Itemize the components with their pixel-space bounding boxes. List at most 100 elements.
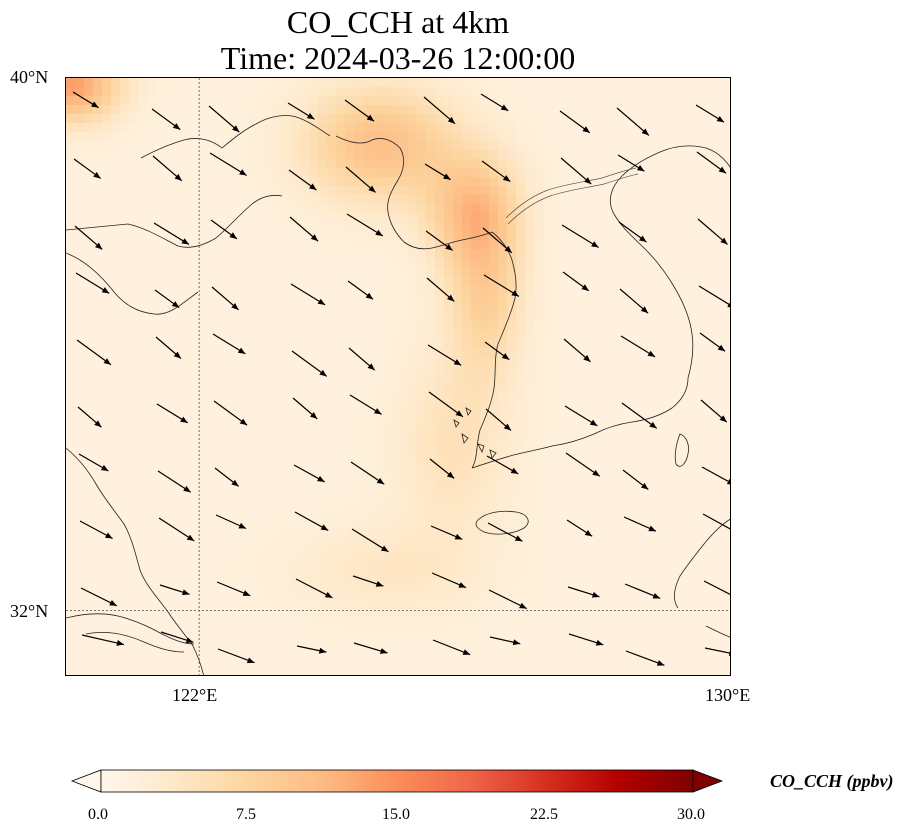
wind-arrow	[72, 91, 99, 109]
wind-arrow	[75, 272, 110, 294]
wind-arrow	[561, 224, 599, 248]
wind-arrow	[296, 645, 327, 654]
wind-arrow	[209, 152, 247, 176]
wind-arrow	[350, 461, 385, 485]
colorbar	[70, 769, 724, 793]
wind-arrow	[428, 391, 464, 418]
lat-label-32: 32°N	[10, 601, 49, 621]
map-canvas[interactable]	[66, 78, 731, 676]
wind-arrow	[353, 642, 388, 654]
wind-arrow	[290, 283, 326, 306]
chart-title-line1: CO_CCH at 4km	[286, 4, 510, 40]
wind-arrow	[213, 400, 248, 426]
wind-arrow	[486, 455, 519, 475]
wind-arrow	[488, 589, 527, 610]
wind-arrow	[347, 280, 374, 300]
wind-arrow	[559, 110, 591, 134]
border-nk-china-2	[507, 173, 639, 225]
wind-arrow	[292, 397, 318, 420]
wind-arrow	[489, 636, 521, 646]
colorbar-tick-1: 7.5	[236, 806, 256, 823]
coastlines	[66, 115, 730, 675]
wind-arrow	[487, 522, 523, 542]
yangtze-mouth	[66, 613, 195, 653]
wind-arrow	[74, 225, 103, 250]
wind-arrow	[295, 578, 333, 599]
wind-arrow	[156, 403, 189, 424]
lon-label-122: 122°E	[172, 685, 218, 705]
wind-arrow	[623, 516, 657, 532]
wind-arrow	[211, 286, 239, 311]
wind-arrow	[154, 289, 180, 309]
wind-arrow	[215, 514, 247, 530]
coastline-bohai	[140, 115, 331, 159]
wind-arrow	[566, 519, 593, 537]
wind-arrow	[703, 580, 730, 595]
wind-arrow	[159, 584, 190, 596]
wind-arrow	[619, 288, 649, 314]
wind-arrow	[560, 157, 592, 185]
wind-arrow	[485, 408, 512, 431]
wind-arrow	[80, 587, 118, 607]
wind-arrow	[431, 572, 467, 589]
wind-arrow	[622, 469, 649, 490]
colorbar-tick-0: 0.0	[88, 806, 108, 823]
wind-arrow	[432, 639, 471, 656]
wind-arrow	[567, 586, 600, 598]
wind-arrow	[214, 467, 240, 487]
wind-arrow	[696, 151, 727, 174]
wind-arrow	[625, 650, 665, 666]
wind-arrow	[288, 169, 317, 191]
tsushima-island	[674, 433, 689, 467]
wind-arrow	[212, 333, 246, 355]
wind-arrow	[704, 647, 730, 656]
wind-arrow	[351, 528, 389, 553]
wind-arrow	[287, 102, 315, 120]
wind-arrow	[480, 93, 509, 112]
wind-arrow	[81, 634, 125, 646]
wind-arrow	[210, 219, 238, 240]
wind-arrow	[697, 218, 728, 245]
wind-arrow	[289, 216, 319, 242]
colorbar-tick-2: 15.0	[382, 806, 410, 823]
coastline-korea-east	[609, 145, 730, 379]
wind-arrow	[157, 470, 192, 493]
wind-arrow	[427, 344, 462, 366]
wind-arrow	[483, 274, 520, 297]
wind-arrow	[348, 347, 376, 371]
wind-arrow	[216, 581, 251, 597]
coastline-china-north	[66, 194, 283, 248]
wind-arrow	[152, 155, 183, 182]
wind-arrow	[293, 464, 325, 483]
wind-arrow	[345, 166, 376, 193]
wind-arrow	[78, 453, 109, 472]
wind-arrow	[565, 452, 601, 477]
wind-arrow	[208, 105, 240, 133]
wind-arrow	[425, 230, 454, 251]
wind-arrow	[158, 517, 195, 542]
colorbar-tick-3: 22.5	[530, 806, 558, 823]
wind-arrow	[153, 222, 190, 245]
wind-arrow	[481, 160, 511, 183]
wind-arrow	[620, 335, 656, 358]
wind-arrow	[430, 525, 463, 540]
wind-arrow	[482, 227, 513, 254]
wind-arrow	[429, 458, 455, 479]
wind-arrow	[618, 221, 647, 243]
wind-arrow	[352, 575, 384, 587]
wind-arrow	[624, 583, 661, 599]
wind-arrow	[151, 108, 181, 131]
wind-arrow	[484, 341, 510, 361]
wind-arrow	[563, 338, 591, 363]
jeju-island	[475, 510, 529, 535]
wind-arrow	[294, 511, 329, 531]
wind-arrow	[423, 96, 456, 125]
colorbar-extend-max	[692, 769, 724, 793]
map-panel[interactable]	[65, 77, 731, 676]
wind-arrow	[426, 277, 455, 302]
islands-korea-sw	[453, 407, 497, 459]
wind-vectors	[72, 91, 730, 666]
wind-arrow	[344, 99, 375, 122]
wind-arrow	[698, 285, 730, 308]
wind-arrow	[155, 336, 182, 359]
